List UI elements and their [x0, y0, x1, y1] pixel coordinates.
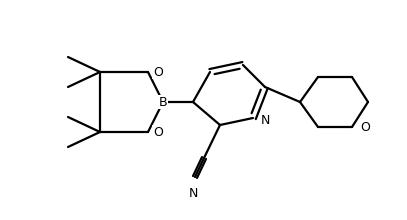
- Text: O: O: [153, 125, 163, 139]
- Text: O: O: [360, 121, 370, 134]
- Text: N: N: [261, 114, 270, 126]
- Text: O: O: [153, 66, 163, 79]
- Text: B: B: [159, 95, 167, 108]
- Text: N: N: [188, 187, 198, 200]
